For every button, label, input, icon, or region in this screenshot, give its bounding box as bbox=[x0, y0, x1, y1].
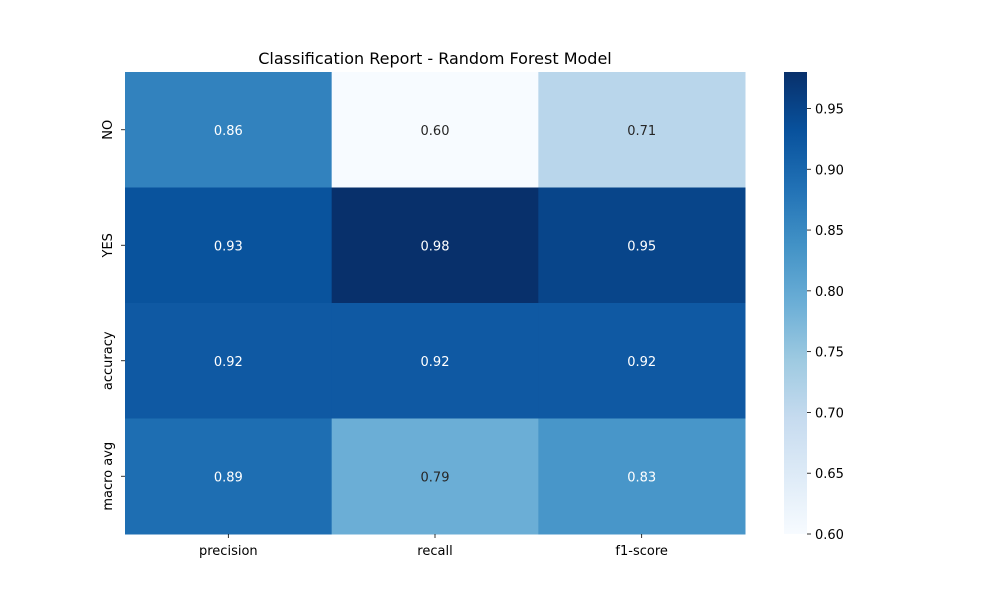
chart-title: Classification Report - Random Forest Mo… bbox=[258, 49, 612, 68]
colorbar-tick-label: 0.70 bbox=[815, 406, 844, 421]
cell-value-label: 0.93 bbox=[214, 239, 243, 254]
cell-value-label: 0.60 bbox=[421, 124, 450, 139]
x-tick-label: recall bbox=[417, 544, 452, 559]
y-tick-label: macro avg bbox=[101, 442, 116, 511]
x-tick-label: f1-score bbox=[615, 544, 667, 559]
heatmap-cell bbox=[538, 303, 746, 419]
cell-value-label: 0.71 bbox=[627, 124, 656, 139]
heatmap-cell bbox=[331, 72, 539, 188]
heatmap-cells: 0.86 0.60 0.71 0.93 0.98 0.95 0.92 0.92 0.92 0.89… bbox=[125, 72, 746, 535]
x-axis: precision recall f1-score bbox=[199, 534, 668, 559]
cell-value-label: 0.89 bbox=[214, 470, 243, 485]
heatmap-cell bbox=[331, 418, 539, 535]
cell-value-label: 0.92 bbox=[421, 355, 450, 370]
heatmap-cell bbox=[125, 72, 333, 188]
colorbar-tick-label: 0.60 bbox=[815, 528, 844, 543]
y-tick-label: NO bbox=[101, 120, 116, 140]
y-axis: NO YES accuracy macro avg bbox=[101, 120, 125, 511]
heatmap-cell bbox=[538, 72, 746, 188]
colorbar-tick-label: 0.65 bbox=[815, 467, 844, 482]
y-tick-label: accuracy bbox=[101, 331, 116, 390]
colorbar-gradient bbox=[784, 72, 807, 534]
cell-value-label: 0.92 bbox=[214, 355, 243, 370]
colorbar-tick-label: 0.80 bbox=[815, 285, 844, 300]
colorbar: 0.60 0.65 0.70 0.75 0.80 0.85 0.90 0.95 bbox=[784, 72, 844, 543]
cell-value-label: 0.83 bbox=[627, 470, 656, 485]
cell-value-label: 0.79 bbox=[421, 470, 450, 485]
heatmap-cell bbox=[331, 303, 539, 419]
colorbar-tick-label: 0.90 bbox=[815, 163, 844, 178]
heatmap-cell bbox=[331, 187, 539, 304]
cell-value-label: 0.86 bbox=[214, 124, 243, 139]
colorbar-tick-label: 0.95 bbox=[815, 102, 844, 117]
cell-value-label: 0.92 bbox=[627, 355, 656, 370]
colorbar-tick-label: 0.75 bbox=[815, 346, 844, 361]
heatmap-cell bbox=[125, 303, 333, 419]
heatmap-cell bbox=[125, 418, 333, 535]
heatmap-cell bbox=[125, 187, 333, 304]
heatmap-cell bbox=[538, 418, 746, 535]
colorbar-tick-label: 0.85 bbox=[815, 224, 844, 239]
x-tick-label: precision bbox=[199, 544, 258, 559]
cell-value-label: 0.95 bbox=[627, 239, 656, 254]
cell-value-label: 0.98 bbox=[421, 239, 450, 254]
heatmap-cell bbox=[538, 187, 746, 304]
y-tick-label: YES bbox=[101, 233, 116, 258]
